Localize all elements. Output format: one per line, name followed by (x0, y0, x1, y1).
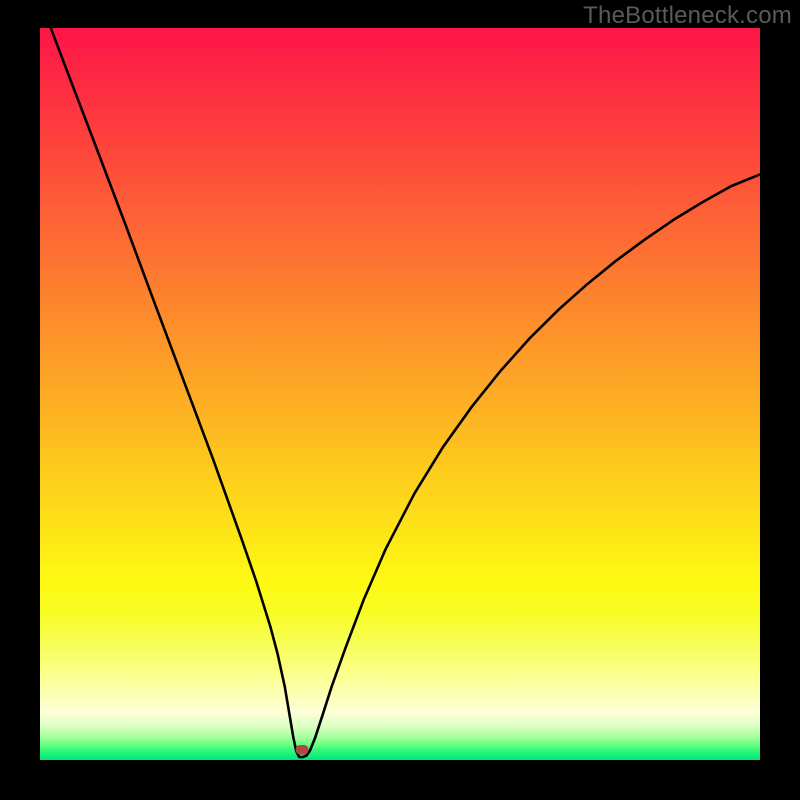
plot-svg (40, 28, 760, 760)
min-marker (296, 745, 309, 755)
plot-area (40, 28, 760, 760)
gradient-background (40, 28, 760, 760)
watermark-text: TheBottleneck.com (583, 2, 792, 30)
chart-canvas: TheBottleneck.com (0, 0, 800, 800)
